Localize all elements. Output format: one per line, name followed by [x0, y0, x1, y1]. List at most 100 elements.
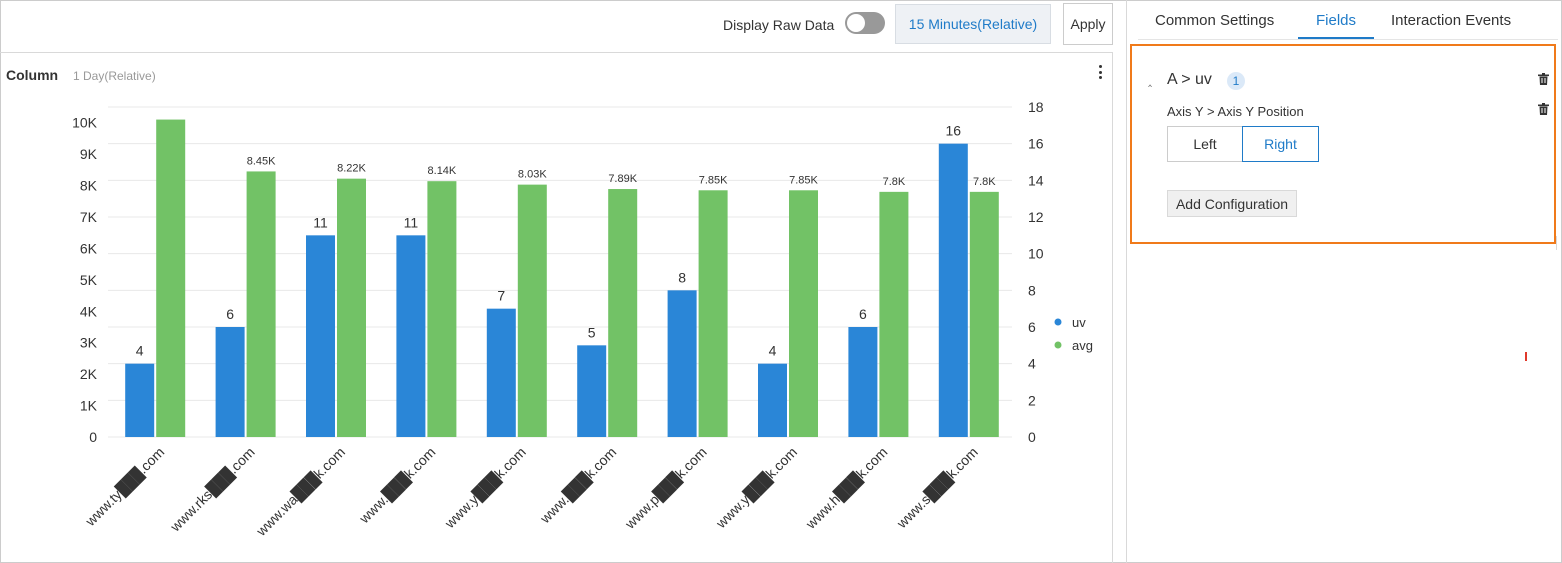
bar-uv — [396, 235, 426, 437]
right-axis-tick-label: 12 — [1028, 209, 1044, 225]
bar-uv — [125, 363, 155, 437]
x-axis-tick-label: www.wa███k.com — [252, 444, 349, 541]
legend-marker-uv — [1054, 318, 1062, 326]
tab-interaction-events[interactable]: Interaction Events — [1391, 12, 1512, 29]
bar-uv — [486, 308, 516, 437]
more-options-icon[interactable] — [1094, 63, 1106, 81]
chart-time-label: 1 Day(Relative) — [73, 69, 156, 83]
right-axis-tick-label: 18 — [1028, 99, 1044, 115]
axis-position-left-button[interactable]: Left — [1167, 126, 1243, 162]
bar-uv — [758, 363, 787, 437]
bar-value-label: 8.14K — [428, 165, 457, 177]
collapse-caret-icon[interactable]: ‸ — [1148, 73, 1153, 87]
left-axis-tick-label: 8K — [80, 178, 98, 194]
bar-value-label: 7.8K — [973, 176, 996, 188]
bar-avg — [698, 190, 728, 437]
chart-title: Column — [6, 67, 59, 83]
toolbar: Display Raw Data 15 Minutes(Relative) Ap… — [0, 0, 1120, 50]
bar-uv — [577, 345, 607, 437]
tab-fields[interactable]: Fields — [1316, 12, 1357, 29]
bar-value-label: 8 — [678, 269, 686, 285]
right-axis-tick-label: 2 — [1028, 392, 1036, 408]
right-axis-tick-label: 10 — [1028, 246, 1044, 262]
bar-value-label: 8.22K — [337, 163, 366, 175]
time-range-button[interactable]: 15 Minutes(Relative) — [895, 4, 1051, 44]
bar-value-label: 16 — [946, 123, 962, 139]
bar-value-label: 7.85K — [789, 174, 818, 186]
right-axis-tick-label: 0 — [1028, 429, 1036, 445]
bar-value-label: 6 — [859, 306, 867, 322]
x-axis-tick-label: www.███k.com — [355, 444, 440, 529]
cursor-mark — [1525, 352, 1527, 361]
add-configuration-button[interactable]: Add Configuration — [1167, 190, 1297, 217]
panel-edge-line — [1556, 236, 1557, 250]
bar-avg — [879, 191, 909, 437]
legend-label-uv: uv — [1072, 315, 1086, 330]
x-axis-tick-label: www.███k.com — [536, 444, 621, 529]
bar-value-label: 8.45K — [247, 155, 276, 167]
left-axis-tick-label: 9K — [80, 146, 98, 162]
bar-uv — [938, 143, 968, 437]
bar-avg — [427, 181, 457, 437]
x-axis-tick-label: www.ty███.com — [81, 444, 168, 531]
bar-value-label: 7.8K — [883, 176, 906, 188]
bar-value-label: 7.85K — [699, 174, 728, 186]
left-axis-tick-label: 3K — [80, 335, 98, 351]
settings-tabs: Common Settings Fields Interaction Event… — [1138, 0, 1558, 40]
bar-uv — [306, 235, 335, 437]
display-raw-data-label: Display Raw Data — [723, 17, 835, 33]
bar-uv — [848, 327, 878, 437]
axis-position-label: Axis Y > Axis Y Position — [1167, 104, 1304, 119]
right-axis-tick-label: 6 — [1028, 319, 1036, 335]
bar-avg — [337, 178, 366, 437]
chart-panel: Column 1 Day(Relative) 0 2 4 6 8 10 12 14 16 18 0 1… — [0, 52, 1113, 563]
bar-avg — [517, 184, 547, 437]
apply-button[interactable]: Apply — [1063, 3, 1113, 45]
x-axis-tick-label: www.y███k.com — [712, 444, 801, 533]
axis-position-right-button[interactable]: Right — [1242, 126, 1319, 162]
bar-uv — [215, 327, 245, 437]
left-axis-tick-label: 0 — [89, 429, 97, 445]
delete-config-icon[interactable] — [1538, 103, 1549, 115]
x-axis-tick-label: www.p███k.com — [621, 444, 711, 534]
bar-value-label: 4 — [136, 343, 144, 359]
toggle-knob — [847, 14, 865, 32]
x-axis-tick-label: www.y███k.com — [441, 444, 530, 533]
bar-value-label: 7.89K — [608, 173, 637, 185]
field-count-badge: 1 — [1227, 72, 1245, 90]
bar-value-label: 4 — [769, 343, 777, 359]
left-axis-tick-label: 2K — [80, 366, 98, 382]
legend-label-avg: avg — [1072, 338, 1093, 353]
right-axis-tick-label: 14 — [1028, 172, 1044, 188]
left-axis-tick-label: 10K — [72, 115, 98, 131]
bar-value-label: 11 — [404, 214, 419, 230]
x-axis-tick-label: www.h███k.com — [802, 444, 892, 534]
column-chart: 0 2 4 6 8 10 12 14 16 18 0 1K 2K 3K 4K 5K 6K 7K 8K 9K 10K 4 ww… — [72, 99, 1093, 541]
bar-value-label: 7 — [497, 288, 505, 304]
bar-avg — [156, 119, 186, 438]
legend-marker-avg — [1054, 341, 1062, 349]
bar-avg — [789, 190, 818, 437]
left-axis-tick-label: 7K — [80, 209, 98, 225]
left-axis-tick-label: 5K — [80, 272, 98, 288]
left-axis-tick-label: 6K — [80, 240, 98, 256]
left-axis-tick-label: 4K — [80, 303, 98, 319]
tab-common-settings[interactable]: Common Settings — [1155, 12, 1275, 29]
bar-uv — [667, 290, 697, 437]
panel-divider — [1126, 0, 1127, 563]
field-config-highlight — [1130, 44, 1556, 244]
display-raw-data-toggle[interactable] — [845, 12, 885, 34]
right-axis-tick-label: 4 — [1028, 356, 1036, 372]
bar-value-label: 5 — [588, 324, 596, 340]
x-axis-tick-label: www.rks███.com — [166, 444, 259, 537]
bar-avg — [969, 191, 999, 437]
bar-value-label: 11 — [313, 214, 328, 230]
left-axis-tick-label: 1K — [80, 398, 98, 414]
x-axis-tick-label: www.s███k.com — [893, 444, 982, 533]
right-axis-tick-label: 8 — [1028, 282, 1036, 298]
active-tab-indicator — [1298, 37, 1374, 39]
right-axis-tick-label: 16 — [1028, 136, 1044, 152]
delete-field-icon[interactable] — [1538, 73, 1549, 85]
bar-value-label: 8.03K — [518, 169, 547, 181]
bar-avg — [608, 189, 638, 437]
